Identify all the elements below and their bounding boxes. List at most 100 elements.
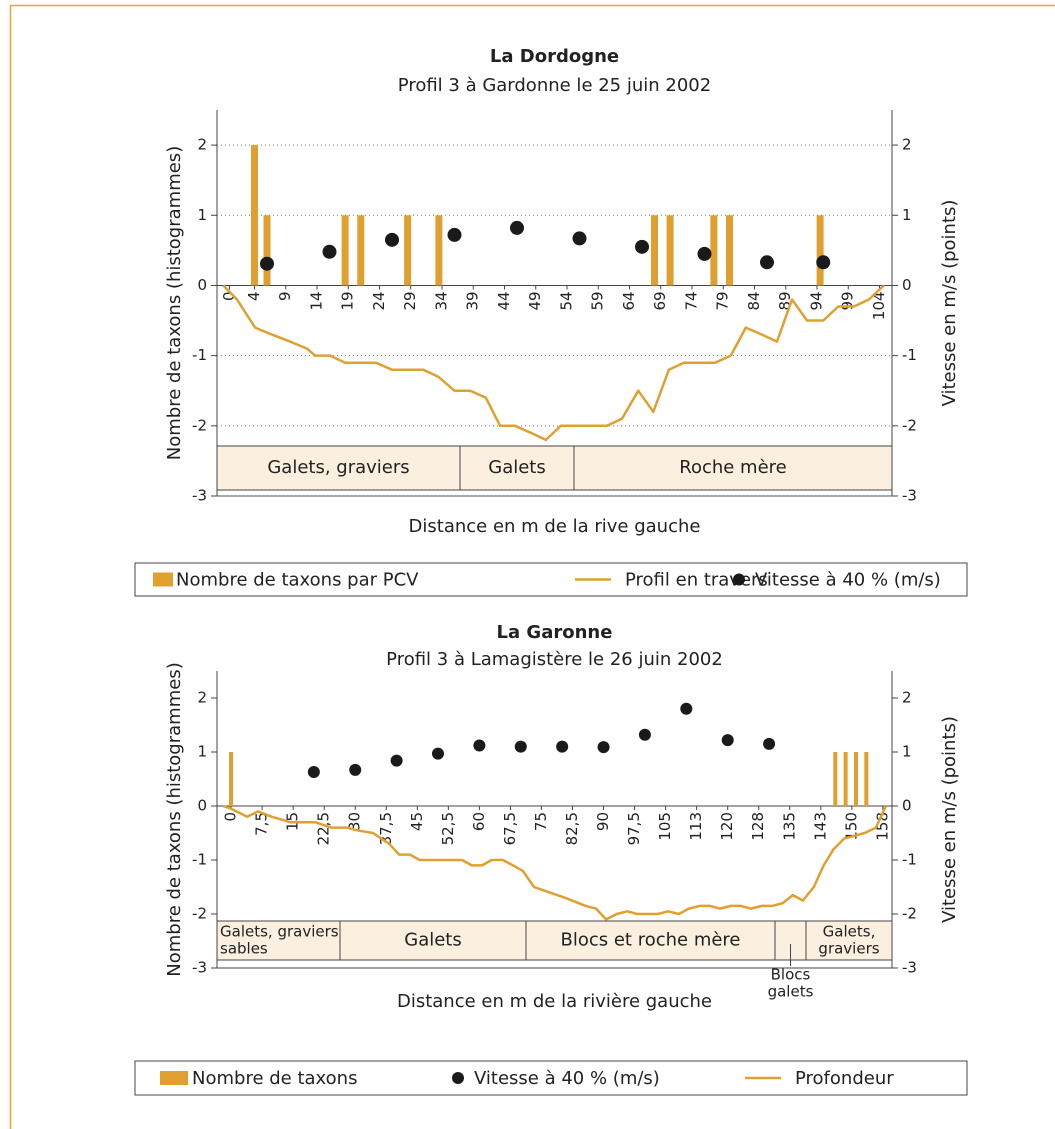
substrate-label: Blocs et roche mère <box>560 930 740 951</box>
x-tick-label: 69 <box>651 291 669 310</box>
y2-tick-label: -3 <box>902 959 917 977</box>
legend-box <box>134 562 968 597</box>
substrate-label: Galets <box>488 457 546 478</box>
chart-subtitle: Profil 3 à Gardonne le 25 juin 2002 <box>398 75 711 96</box>
chart-subtitle: Profil 3 à Lamagistère le 26 juin 2002 <box>386 649 723 670</box>
x-tick-label: 54 <box>558 291 576 310</box>
velocity-point <box>390 754 403 767</box>
bar <box>864 752 869 806</box>
x-tick-label: 52,5 <box>439 812 457 845</box>
bar <box>229 752 234 806</box>
bar <box>710 215 718 286</box>
substrate-band <box>216 445 893 491</box>
y-tick-label: 1 <box>197 206 207 224</box>
y-tick-label: 2 <box>197 136 207 154</box>
x-tick-label: 7,5 <box>253 812 271 836</box>
legend-swatch <box>153 572 173 587</box>
x-tick-label: 82,5 <box>563 812 581 845</box>
chart: La Dordogne Profil 3 à Gardonne le 25 jui… <box>134 46 968 597</box>
x-tick-label: 75 <box>532 812 550 831</box>
x-tick-label: 67,5 <box>501 812 519 845</box>
x-tick-label: 104 <box>870 291 888 320</box>
substrate-label: Roche mère <box>679 457 787 478</box>
y2-tick-label: 0 <box>902 276 912 294</box>
velocity-point <box>349 763 362 776</box>
y-tick-label: -1 <box>192 851 207 869</box>
bar <box>666 215 674 286</box>
x-tick-label: 135 <box>780 812 798 841</box>
substrate-label: sables <box>220 940 268 958</box>
x-tick-label: 0 <box>220 291 238 301</box>
y-tick-label: 0 <box>197 797 207 815</box>
bar <box>726 215 733 286</box>
bar <box>853 752 858 806</box>
x-tick-label: 59 <box>589 291 607 310</box>
velocity-point <box>635 239 649 254</box>
chart-title: La Dordogne <box>490 46 619 67</box>
substrate-label: graviers <box>818 940 879 958</box>
velocity-point <box>597 741 610 754</box>
y2-tick-label: 0 <box>902 797 912 815</box>
x-tick-label: 9 <box>276 291 294 301</box>
velocity-point <box>473 739 486 752</box>
x-tick-label: 97,5 <box>625 812 643 845</box>
velocity-point <box>680 702 693 715</box>
x-tick-label: 0 <box>222 812 240 822</box>
substrate-label: Galets, graviers <box>267 457 409 478</box>
profile-line <box>222 284 885 442</box>
y2-tick-label: -3 <box>902 487 917 505</box>
y-tick-label: -3 <box>192 959 207 977</box>
x-tick-label: 84 <box>745 291 763 310</box>
y-tick-label: -2 <box>192 905 207 923</box>
legend-swatch <box>733 573 745 586</box>
velocity-point <box>816 255 831 270</box>
x-tick-label: 150 <box>842 812 860 841</box>
y2-tick-label: 2 <box>902 689 912 707</box>
bar <box>251 145 258 286</box>
bar <box>341 215 349 286</box>
bar <box>435 215 443 286</box>
y-tick-label: 2 <box>197 689 207 707</box>
x-tick-label: 30 <box>346 812 364 831</box>
x-tick-label: 22,5 <box>315 812 333 845</box>
bar <box>816 215 824 286</box>
x-tick-label: 105 <box>656 812 674 841</box>
velocity-point <box>260 256 274 271</box>
x-axis-title: Distance en m de la rivière gauche <box>397 991 712 1012</box>
velocity-point <box>638 728 651 741</box>
frame <box>9 4 1055 1129</box>
x-tick-label: 24 <box>370 291 388 310</box>
x-tick-label: 14 <box>308 291 326 310</box>
bar <box>263 215 271 286</box>
x-tick-label: 158 <box>873 812 891 841</box>
x-tick-label: 19 <box>339 291 357 310</box>
velocity-point <box>763 737 776 750</box>
x-tick-label: 4 <box>245 291 263 301</box>
y2-tick-label: 2 <box>902 136 912 154</box>
x-tick-label: 143 <box>811 812 829 841</box>
legend-label: Nombre de taxons par PCV <box>176 570 419 591</box>
y-tick-label: 0 <box>197 276 207 294</box>
y2-axis-title: Vitesse en m/s (points) <box>939 716 960 923</box>
substrate-band <box>216 920 893 961</box>
y2-tick-label: 1 <box>902 206 912 224</box>
legend-swatch <box>160 1071 188 1085</box>
profile-line <box>222 804 887 921</box>
chart-title: La Garonne <box>497 622 613 643</box>
velocity-point <box>697 246 712 261</box>
y-tick-label: -1 <box>192 346 207 364</box>
velocity-point <box>556 740 569 753</box>
y2-tick-label: -1 <box>902 851 917 869</box>
legend-label: Vitesse à 40 % (m/s) <box>755 570 941 591</box>
velocity-point <box>431 747 444 760</box>
velocity-point <box>572 231 587 246</box>
legend-swatch <box>452 1072 464 1084</box>
x-tick-label: 113 <box>687 812 705 841</box>
x-tick-label: 34 <box>433 291 451 310</box>
velocity-point <box>385 232 399 247</box>
y-axis-title: Nombre de taxons (histogrammes) <box>164 662 185 976</box>
x-tick-label: 29 <box>401 291 419 310</box>
chart: La Garonne Profil 3 à Lamagistère le 26 j… <box>134 622 968 1096</box>
x-tick-label: 120 <box>718 812 736 841</box>
